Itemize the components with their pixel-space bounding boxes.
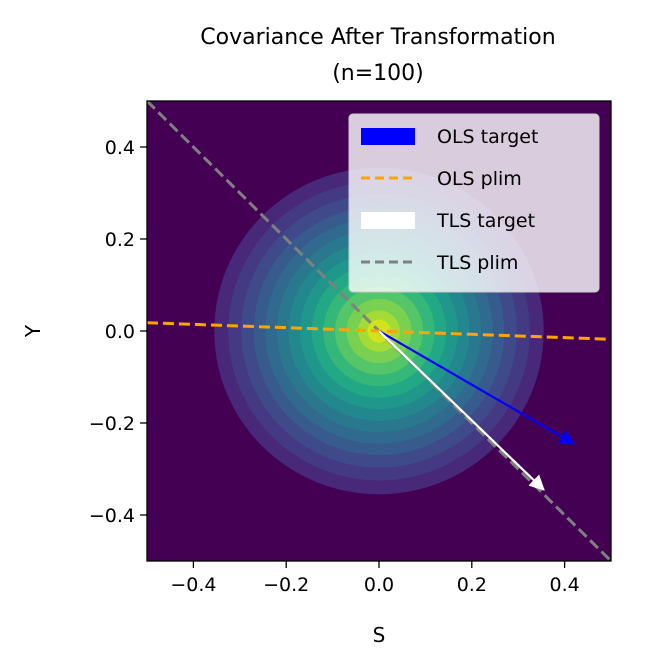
chart-title-line-1: Covariance After Transformation: [200, 25, 555, 50]
x-tick-label: −0.4: [170, 574, 216, 596]
x-tick-label: 0.4: [549, 574, 579, 596]
legend-label-tls-plim: TLS plim: [436, 252, 518, 274]
y-tick-label: −0.4: [89, 505, 135, 527]
chart-title-line-2: (n=100): [332, 61, 424, 86]
legend-label-ols-plim: OLS plim: [437, 168, 522, 190]
legend-label-tls-target: TLS target: [436, 210, 535, 232]
x-axis-ticks: −0.4 −0.2 0.0 0.2 0.4: [170, 561, 580, 596]
chart-title: Covariance After Transformation (n=100): [200, 25, 555, 86]
x-axis-label: S: [373, 623, 386, 647]
y-axis-ticks: 0.4 0.2 0.0 −0.2 −0.4: [89, 137, 147, 527]
legend: OLS target OLS plim TLS target TLS plim: [348, 113, 600, 293]
y-tick-label: 0.2: [105, 229, 135, 251]
plot-lines: [147, 101, 611, 561]
tls-target-arrow: [378, 330, 545, 491]
y-axis-label: Y: [21, 324, 45, 338]
ols-target-arrow: [378, 330, 576, 445]
legend-swatch-ols-target: [361, 128, 415, 145]
x-tick-label: 0.2: [457, 574, 487, 596]
y-tick-label: 0.4: [105, 137, 135, 159]
y-tick-label: 0.0: [105, 321, 135, 343]
legend-swatch-tls-target: [361, 212, 415, 229]
legend-box: [348, 113, 600, 293]
legend-label-ols-target: OLS target: [437, 126, 538, 148]
x-tick-label: 0.0: [364, 574, 394, 596]
y-tick-label: −0.2: [89, 413, 135, 435]
x-tick-label: −0.2: [263, 574, 309, 596]
